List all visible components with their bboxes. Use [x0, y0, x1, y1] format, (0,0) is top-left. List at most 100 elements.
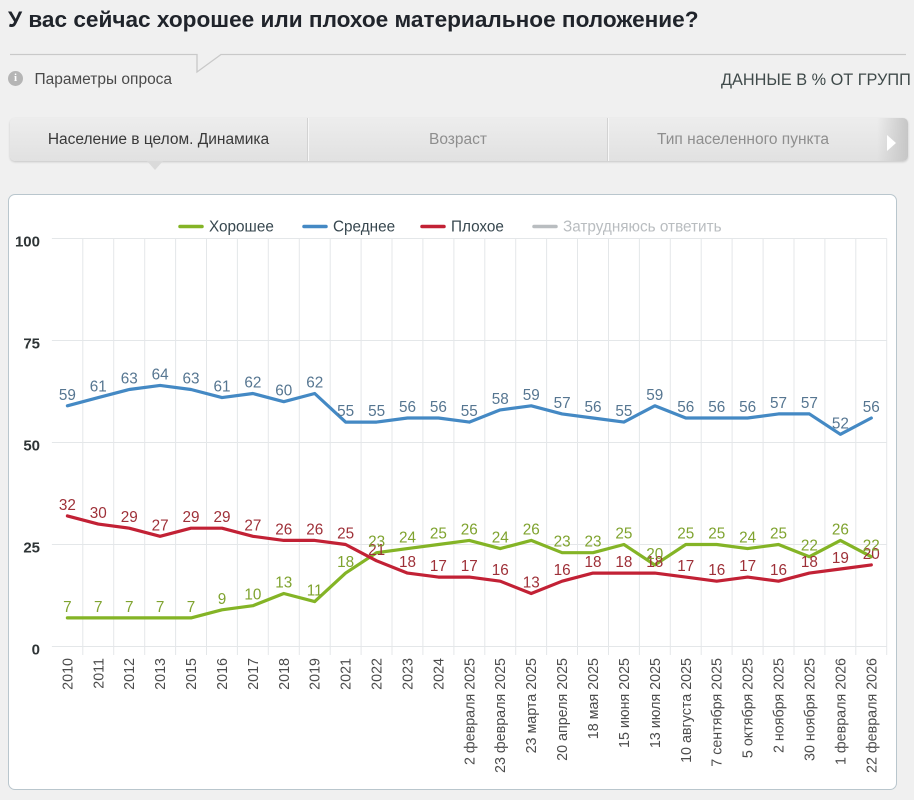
svg-text:24: 24: [492, 530, 510, 547]
svg-text:26: 26: [461, 521, 478, 538]
svg-text:16: 16: [770, 562, 787, 579]
svg-text:26: 26: [275, 521, 292, 538]
svg-text:7 сентября 2025: 7 сентября 2025: [710, 658, 726, 767]
svg-text:20 апреля 2025: 20 апреля 2025: [555, 658, 571, 761]
svg-text:75: 75: [23, 336, 40, 353]
svg-text:17: 17: [677, 558, 694, 575]
svg-text:29: 29: [213, 509, 230, 526]
svg-text:25: 25: [615, 526, 632, 543]
svg-text:50: 50: [23, 438, 40, 455]
svg-text:23: 23: [554, 534, 571, 551]
svg-text:24: 24: [739, 530, 757, 547]
svg-text:23: 23: [368, 534, 385, 551]
svg-text:16: 16: [554, 562, 571, 579]
svg-text:2022: 2022: [370, 658, 386, 690]
svg-text:52: 52: [832, 415, 849, 432]
svg-text:62: 62: [306, 375, 323, 392]
svg-text:21: 21: [368, 542, 385, 559]
svg-text:63: 63: [121, 371, 138, 388]
svg-text:20: 20: [863, 546, 880, 563]
svg-text:29: 29: [182, 509, 199, 526]
svg-text:58: 58: [492, 391, 509, 408]
svg-text:23: 23: [584, 534, 601, 551]
svg-text:22: 22: [801, 538, 818, 555]
svg-text:100: 100: [15, 234, 40, 251]
svg-text:25: 25: [23, 540, 40, 557]
svg-text:18: 18: [399, 554, 416, 571]
svg-text:23 марта 2025: 23 марта 2025: [524, 658, 540, 753]
svg-text:16: 16: [492, 562, 509, 579]
svg-text:57: 57: [554, 395, 571, 412]
svg-text:13: 13: [275, 575, 292, 592]
svg-text:2 ноября 2025: 2 ноября 2025: [772, 658, 788, 753]
svg-text:55: 55: [368, 403, 385, 420]
svg-text:18: 18: [615, 554, 632, 571]
svg-text:27: 27: [152, 517, 169, 534]
svg-text:56: 56: [708, 399, 725, 416]
svg-text:23 февраля 2025: 23 февраля 2025: [493, 658, 509, 773]
svg-text:25: 25: [430, 526, 447, 543]
svg-text:18 мая 2025: 18 мая 2025: [586, 658, 602, 739]
svg-text:25: 25: [677, 526, 694, 543]
svg-text:55: 55: [615, 403, 632, 420]
svg-text:17: 17: [739, 558, 756, 575]
svg-text:11: 11: [307, 583, 323, 600]
svg-text:Среднее: Среднее: [333, 219, 395, 236]
svg-text:18: 18: [801, 554, 818, 571]
svg-text:18: 18: [337, 554, 354, 571]
svg-text:2017: 2017: [246, 658, 262, 690]
svg-text:63: 63: [182, 371, 199, 388]
svg-text:5 октября 2025: 5 октября 2025: [741, 658, 757, 758]
svg-text:60: 60: [275, 383, 292, 400]
svg-text:56: 56: [863, 399, 880, 416]
svg-text:17: 17: [430, 558, 447, 575]
svg-text:56: 56: [739, 399, 756, 416]
svg-text:2016: 2016: [215, 658, 231, 690]
svg-text:2015: 2015: [184, 658, 200, 690]
svg-text:17: 17: [461, 558, 478, 575]
svg-text:7: 7: [125, 599, 134, 616]
svg-text:2024: 2024: [431, 658, 447, 690]
svg-text:59: 59: [523, 387, 540, 404]
svg-text:7: 7: [63, 599, 72, 616]
svg-text:Плохое: Плохое: [451, 219, 504, 236]
svg-text:22: 22: [863, 538, 880, 555]
svg-text:Хорошее: Хорошее: [209, 219, 274, 236]
svg-text:0: 0: [32, 642, 40, 659]
svg-text:56: 56: [430, 399, 447, 416]
svg-text:16: 16: [708, 562, 725, 579]
svg-text:24: 24: [399, 530, 417, 547]
svg-text:26: 26: [832, 521, 849, 538]
svg-text:2 февраля 2025: 2 февраля 2025: [462, 658, 478, 765]
svg-text:10 августа 2025: 10 августа 2025: [679, 658, 695, 763]
svg-text:61: 61: [90, 379, 107, 396]
svg-text:26: 26: [306, 521, 323, 538]
svg-text:61: 61: [213, 379, 230, 396]
svg-text:10: 10: [244, 587, 261, 604]
svg-text:57: 57: [801, 395, 818, 412]
svg-text:56: 56: [399, 399, 416, 416]
svg-text:59: 59: [59, 387, 76, 404]
svg-text:7: 7: [94, 599, 103, 616]
svg-text:2023: 2023: [401, 658, 417, 690]
svg-text:9: 9: [218, 591, 227, 608]
svg-text:30 ноября 2025: 30 ноября 2025: [802, 658, 818, 761]
svg-text:2013: 2013: [153, 658, 169, 690]
svg-text:13 июля 2025: 13 июля 2025: [648, 658, 664, 748]
svg-text:2012: 2012: [122, 658, 138, 690]
svg-text:2019: 2019: [308, 658, 324, 690]
svg-text:55: 55: [461, 403, 478, 420]
svg-text:55: 55: [337, 403, 354, 420]
svg-text:Затрудняюсь ответить: Затрудняюсь ответить: [563, 219, 722, 236]
svg-text:7: 7: [156, 599, 165, 616]
svg-text:25: 25: [337, 526, 354, 543]
svg-text:56: 56: [677, 399, 694, 416]
svg-text:2021: 2021: [339, 658, 355, 690]
svg-text:22 февраля 2026: 22 февраля 2026: [864, 658, 880, 773]
svg-text:29: 29: [121, 509, 138, 526]
svg-text:62: 62: [244, 375, 261, 392]
svg-text:25: 25: [708, 526, 725, 543]
svg-text:7: 7: [187, 599, 196, 616]
svg-text:30: 30: [90, 505, 107, 522]
svg-text:64: 64: [152, 366, 170, 383]
